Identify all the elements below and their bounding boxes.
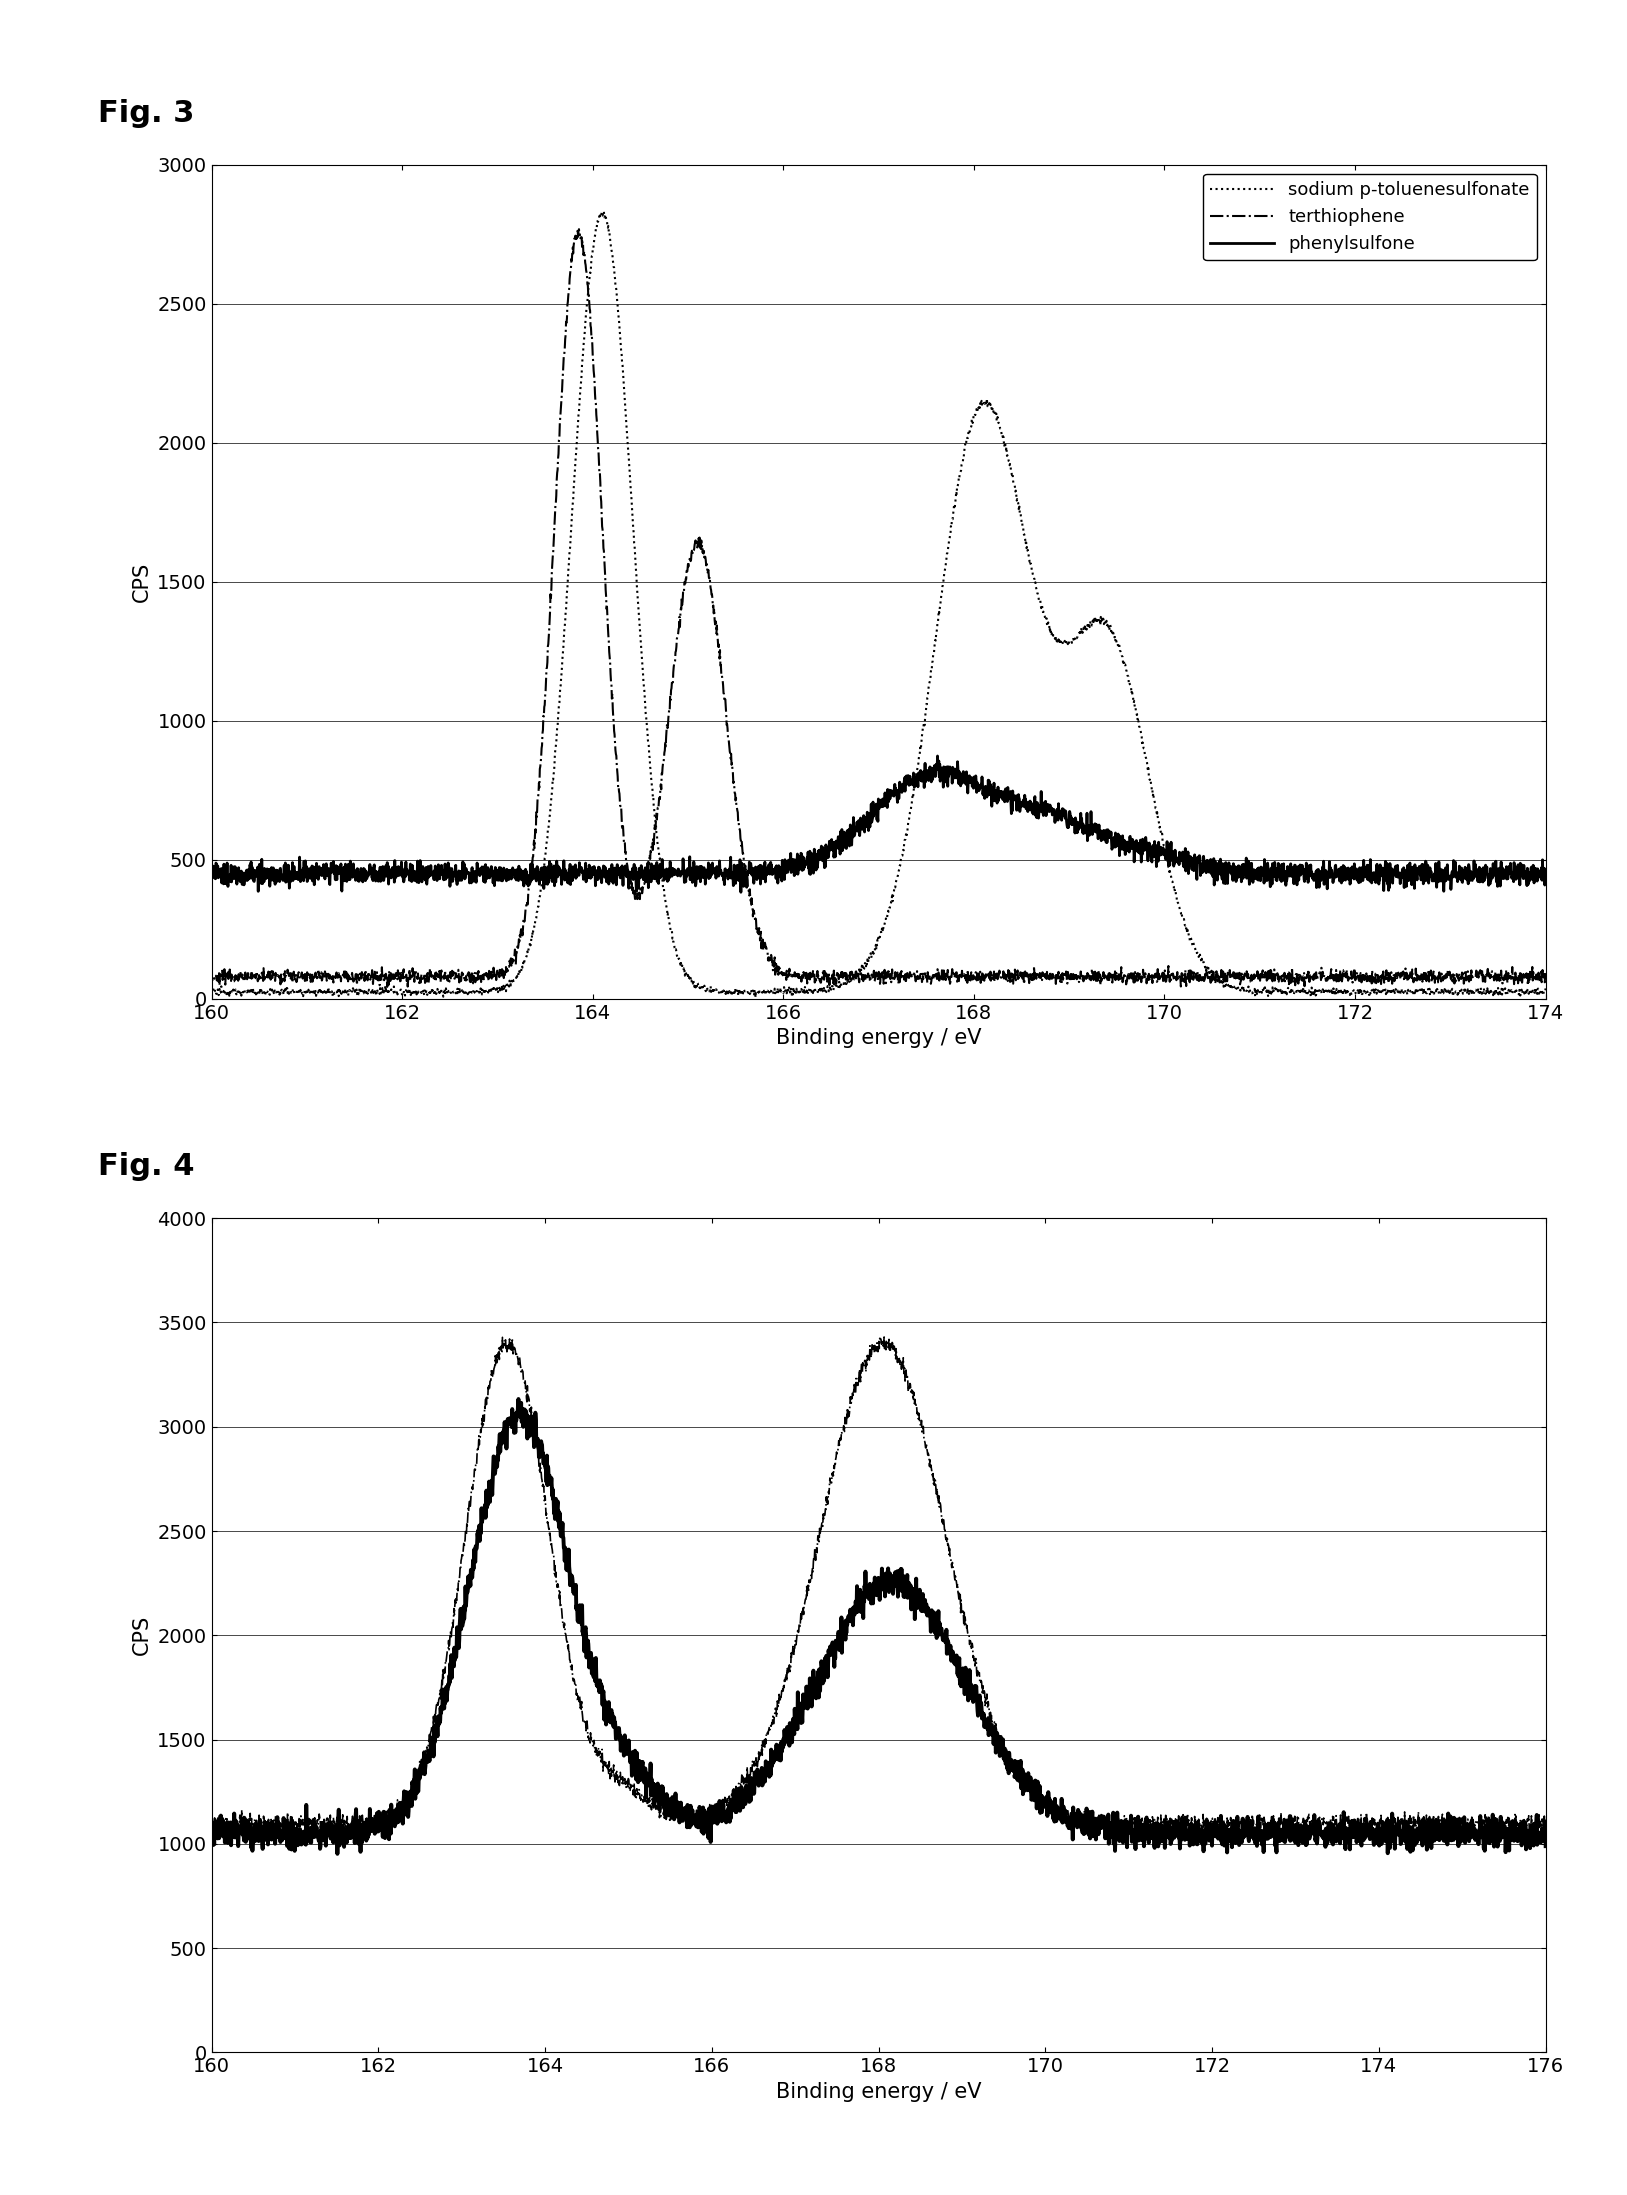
sodium p-toluenesulfonate [1510,983,1529,1010]
sodium p-toluenesulfonate [594,198,613,224]
Line: phenylsulfone: phenylsulfone [212,755,1546,891]
terthiophene [773,961,792,988]
terthiophene [355,961,374,988]
phenylsulfone [355,856,374,882]
X-axis label: Binding energy / eV: Binding energy / eV [776,2081,981,2103]
sodium p-toluenesulfonate [745,983,765,1010]
Legend: sodium p-toluenesulfonate, terthiophene, phenylsulfone: sodium p-toluenesulfonate, terthiophene,… [1202,173,1536,261]
phenylsulfone [713,860,732,887]
phenylsulfone [1367,852,1386,878]
phenylsulfone [202,854,221,880]
terthiophene [1536,968,1555,994]
phenylsulfone [1510,849,1529,876]
terthiophene [1510,968,1529,994]
sodium p-toluenesulfonate [1536,975,1555,1001]
phenylsulfone [771,856,791,882]
Y-axis label: CPS: CPS [132,1616,151,1655]
phenylsulfone [927,742,947,768]
sodium p-toluenesulfonate [355,981,374,1008]
sodium p-toluenesulfonate [773,979,792,1005]
sodium p-toluenesulfonate [1367,981,1386,1008]
Line: sodium p-toluenesulfonate: sodium p-toluenesulfonate [212,211,1546,997]
terthiophene [377,975,397,1001]
terthiophene [569,215,589,241]
terthiophene [202,953,221,979]
Text: Fig. 4: Fig. 4 [98,1152,194,1181]
Line: terthiophene: terthiophene [212,228,1546,988]
Text: Fig. 3: Fig. 3 [98,99,194,127]
phenylsulfone [433,863,452,889]
sodium p-toluenesulfonate [433,981,452,1008]
terthiophene [433,968,452,994]
phenylsulfone [731,878,750,904]
terthiophene [714,680,734,707]
sodium p-toluenesulfonate [714,977,734,1003]
Y-axis label: CPS: CPS [132,562,151,601]
X-axis label: Binding energy / eV: Binding energy / eV [776,1027,981,1049]
phenylsulfone [1536,865,1555,891]
sodium p-toluenesulfonate [202,979,221,1005]
terthiophene [1367,966,1386,992]
